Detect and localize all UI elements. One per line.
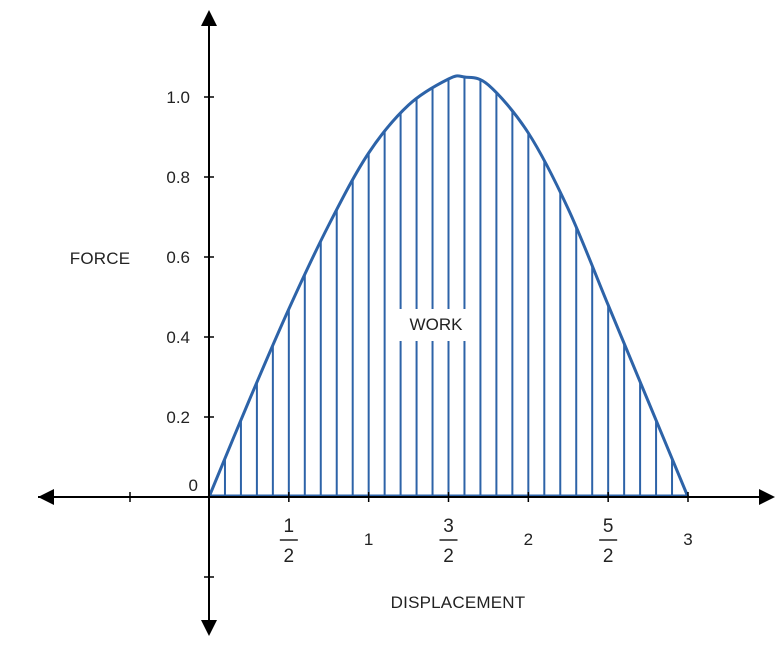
y-tick-label: 1.0 — [166, 88, 190, 107]
y-axis-down-arrow — [201, 620, 217, 636]
y-ticks: 0 0.2 0.4 0.6 0.8 1.0 — [166, 88, 214, 578]
x-tick-denominator: 2 — [603, 546, 614, 567]
y-tick-label: 0.4 — [166, 328, 190, 347]
y-tick-label: 0.8 — [166, 168, 190, 187]
y-tick-label: 0.6 — [166, 248, 190, 267]
work-label: WORK — [410, 315, 464, 334]
y-axis-up-arrow — [201, 10, 217, 26]
x-tick-numerator: 5 — [603, 516, 614, 537]
x-tick-denominator: 2 — [284, 546, 295, 567]
hatch-area — [209, 77, 688, 498]
x-ticks: 1 2 1 3 2 2 5 2 3 — [129, 492, 693, 567]
x-tick-numerator: 3 — [443, 516, 454, 537]
x-tick-label: 2 — [524, 530, 533, 549]
work-label-background — [398, 309, 474, 341]
force-curve — [207, 74, 690, 498]
y-axis-title: FORCE — [70, 249, 131, 268]
x-tick-label: 1 — [364, 530, 373, 549]
x-axis-left-arrow — [38, 489, 54, 505]
y-tick-label: 0.2 — [166, 408, 190, 427]
axes — [38, 10, 775, 636]
x-axis-right-arrow — [759, 489, 775, 505]
x-tick-numerator: 1 — [284, 516, 295, 537]
x-axis-title: DISPLACEMENT — [391, 593, 526, 612]
x-tick-label: 3 — [683, 530, 692, 549]
y-tick-label: 0 — [189, 476, 198, 495]
x-tick-denominator: 2 — [443, 546, 454, 567]
